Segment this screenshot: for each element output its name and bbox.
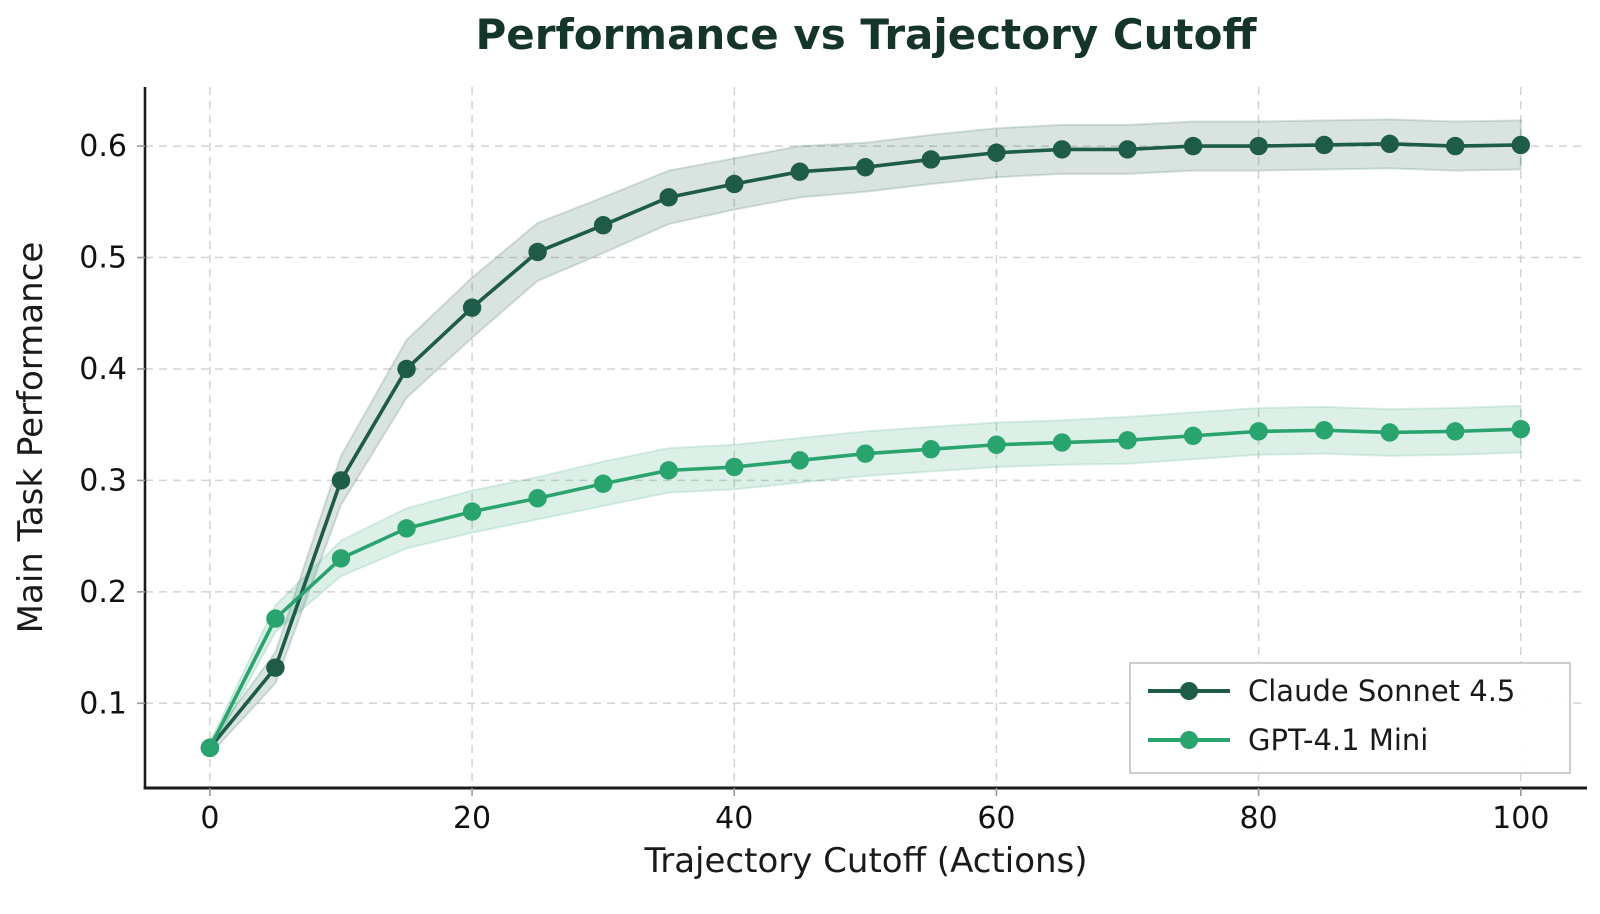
data-point-marker	[266, 609, 285, 628]
data-point-marker	[462, 298, 482, 317]
legend-entry: Claude Sonnet 4.5	[1148, 674, 1515, 708]
data-point-marker	[856, 158, 875, 177]
data-point-marker	[987, 143, 1006, 162]
x-tick-label: 40	[715, 801, 753, 836]
y-tick-label: 0.5	[79, 241, 127, 276]
data-point-marker	[1380, 423, 1399, 442]
data-point-marker	[462, 502, 482, 521]
data-point-marker	[1314, 421, 1334, 440]
data-point-marker	[790, 451, 809, 470]
data-point-marker	[331, 471, 351, 490]
data-point-marker	[593, 215, 613, 235]
x-axis-label: Trajectory Cutoff (Actions)	[643, 841, 1087, 881]
series-layer	[200, 134, 1530, 758]
data-point-marker	[725, 174, 744, 194]
legend-marker	[1180, 731, 1198, 749]
legend-entry-label: Claude Sonnet 4.5	[1248, 674, 1515, 708]
data-point-marker	[790, 162, 809, 181]
data-point-marker	[1183, 136, 1203, 156]
data-point-marker	[1511, 135, 1530, 155]
data-point-marker	[397, 359, 416, 379]
y-tick-label: 0.2	[79, 575, 127, 610]
legend-box	[1129, 662, 1571, 774]
data-point-marker	[1183, 426, 1203, 446]
legend: Claude Sonnet 4.5 GPT-4.1 Mini	[1129, 662, 1571, 774]
x-tick-label: 60	[977, 801, 1015, 836]
data-point-marker	[1052, 140, 1072, 159]
data-point-marker	[1118, 431, 1137, 450]
data-point-marker	[1249, 136, 1268, 156]
data-point-marker	[528, 242, 547, 262]
data-point-marker	[1118, 140, 1137, 159]
y-tick-label: 0.3	[79, 463, 127, 498]
data-point-marker	[1511, 419, 1530, 439]
x-tick-label: 20	[453, 801, 491, 836]
data-point-marker	[1380, 134, 1399, 154]
data-point-marker	[921, 150, 941, 169]
y-tick-label: 0.6	[79, 129, 127, 164]
chart-title: Performance vs Trajectory Cutoff	[475, 10, 1257, 59]
y-tick-label: 0.1	[79, 686, 127, 721]
data-point-marker	[200, 738, 220, 758]
data-point-marker	[921, 440, 941, 459]
x-tick-label: 80	[1240, 801, 1278, 836]
data-point-marker	[397, 519, 416, 538]
data-point-marker	[1314, 135, 1334, 155]
legend-marker	[1180, 682, 1198, 700]
x-tick-label: 100	[1492, 801, 1549, 836]
data-point-marker	[659, 188, 678, 207]
tick-layer: 0 20 40 60 80 100 0.1 0.2 0.3 0.4 0.5 0.6	[79, 129, 1549, 836]
y-tick-label: 0.4	[79, 352, 127, 387]
data-point-marker	[725, 457, 744, 477]
data-point-marker	[593, 474, 613, 493]
data-point-marker	[528, 489, 547, 508]
y-axis-label: Main Task Performance	[11, 242, 51, 634]
data-point-marker	[331, 549, 351, 568]
data-point-marker	[1446, 136, 1465, 156]
data-point-marker	[856, 444, 875, 463]
confidence-band	[208, 118, 1522, 758]
data-point-marker	[987, 435, 1006, 454]
data-point-marker	[266, 658, 285, 677]
legend-entry-label: GPT-4.1 Mini	[1248, 723, 1428, 757]
axis-layer	[143, 87, 1587, 790]
data-point-marker	[659, 461, 678, 480]
legend-entry: GPT-4.1 Mini	[1148, 723, 1428, 757]
x-tick-label: 0	[200, 801, 219, 836]
data-point-marker	[1446, 422, 1465, 441]
data-point-marker	[1249, 422, 1268, 441]
data-point-marker	[1052, 433, 1072, 452]
